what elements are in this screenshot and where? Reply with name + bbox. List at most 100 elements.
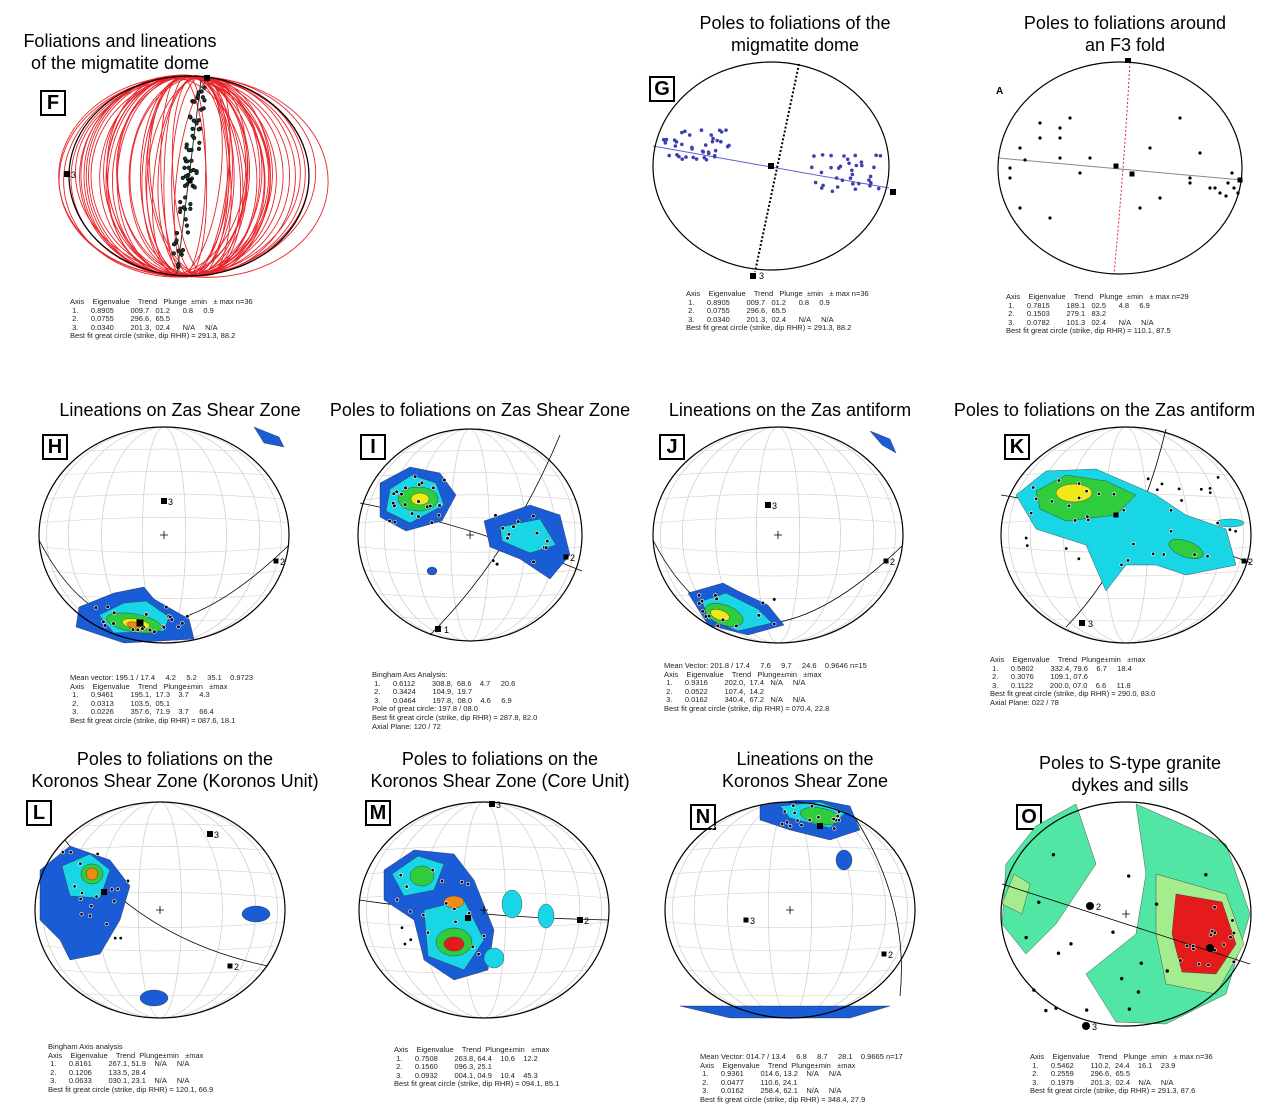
pole-point (724, 128, 728, 132)
axis-3-marker (1129, 171, 1135, 177)
pole-point (1084, 489, 1089, 494)
pole-point (1188, 176, 1192, 180)
pole-point (719, 130, 724, 134)
lineation-point (202, 85, 207, 90)
pole-point (1029, 511, 1034, 516)
stereonet-a (997, 58, 1243, 275)
pole-point (459, 879, 464, 884)
pole-point (673, 144, 678, 148)
panel-m-letter: M (365, 800, 391, 826)
pole-point (1196, 962, 1202, 967)
pole-point (1111, 492, 1116, 497)
lineation-point (832, 826, 837, 831)
panel-h-stats: Mean vector: 195.1 / 17.4 4.2 5.2 35.1 0… (70, 673, 254, 725)
lineation-point (178, 209, 183, 215)
contour-blue (869, 430, 897, 454)
axis-2-marker (273, 558, 279, 564)
pole-point (436, 513, 441, 518)
pole-point (431, 485, 436, 490)
pole-point (1085, 514, 1090, 519)
pole-point (403, 485, 408, 491)
pole-point (1198, 151, 1202, 155)
lineation-point (835, 813, 840, 818)
panel-g-letter: G (649, 76, 675, 102)
lineation-point (715, 623, 720, 628)
grid-parallel (81, 823, 239, 827)
pole-point (1121, 508, 1126, 513)
stereonet-m: 32 (358, 800, 610, 1019)
pole-point (1208, 486, 1213, 491)
pole-point (830, 189, 835, 194)
pole-point (1161, 552, 1166, 557)
axis-2-marker (883, 558, 889, 564)
pole-point (1224, 194, 1228, 198)
pole-point (1111, 930, 1115, 934)
pole-point (713, 148, 718, 153)
pole-point (95, 851, 100, 856)
pole-point (820, 153, 825, 157)
axis-3-label: 3 (759, 271, 764, 280)
lineation-point (164, 605, 169, 610)
axis-1-label: 1 (444, 625, 449, 635)
axis-2-label: 2 (280, 557, 285, 567)
panel-n-title: Lineations on the Koronos Shear Zone (721, 749, 889, 791)
lineation-point (185, 614, 190, 619)
pole-point (878, 154, 883, 158)
pole-point (408, 937, 413, 942)
pole-point (1146, 476, 1151, 481)
pole-point (1155, 487, 1160, 492)
lineation-point (831, 817, 836, 822)
axis-3-marker (743, 917, 749, 923)
lineation-point (147, 627, 153, 633)
pole-point (1228, 935, 1233, 940)
lineation-point (178, 250, 183, 255)
lineation-point (791, 803, 796, 808)
pole-point (715, 138, 719, 143)
pole-point (1208, 186, 1212, 190)
pole-point (1088, 156, 1092, 160)
panel-l-letter: L (26, 800, 52, 826)
lineation-point (176, 624, 181, 630)
grid-parallel (711, 993, 869, 997)
axis-3-label: 3 (71, 170, 76, 180)
axis-3-marker (1082, 1022, 1090, 1030)
pole-point (821, 183, 825, 188)
pole-point (709, 133, 714, 137)
lineation-point (720, 617, 725, 622)
pole-point (416, 499, 421, 504)
stereonet-g: 3 (652, 61, 896, 280)
pole-point (727, 143, 731, 148)
pole-point (840, 178, 845, 183)
pole-point (1067, 503, 1072, 508)
lineation-point (199, 107, 204, 112)
pole-point (1232, 186, 1236, 190)
lineation-point (178, 199, 183, 205)
lineation-point (816, 815, 821, 820)
panel-o-stats: Axis Eigenvalue Trend Plunge ±min ± max … (1030, 1052, 1213, 1096)
lineation-point (140, 626, 145, 631)
pole-point (544, 545, 549, 550)
lineation-point (772, 621, 777, 627)
panel-m-stats: Axis Eigenvalue Trend Plunge±min ±max 1.… (394, 1045, 560, 1089)
pole-point (399, 925, 404, 930)
pole-point (1038, 136, 1042, 140)
pole-point (1127, 1007, 1132, 1011)
pole-point (848, 176, 853, 180)
pole-point (109, 887, 114, 892)
panel-a-stats: Axis Eigenvalue Trend Plunge ±min ± max … (1006, 292, 1189, 336)
pole-point (683, 129, 687, 134)
axis-2-label: 2 (1248, 557, 1253, 567)
pole-point (1158, 196, 1162, 200)
pole-point (810, 165, 814, 170)
pole-point (402, 941, 407, 946)
pole-point (1077, 481, 1082, 486)
lineation-point (101, 619, 106, 624)
grid-parallel (376, 593, 564, 598)
pole-point (1165, 969, 1169, 973)
lineation-point (174, 230, 180, 236)
pole-point (819, 186, 824, 190)
pole-point (1208, 490, 1213, 495)
pole-point (60, 850, 65, 855)
pole-point (691, 155, 696, 160)
axis-1-marker (1113, 512, 1119, 518)
